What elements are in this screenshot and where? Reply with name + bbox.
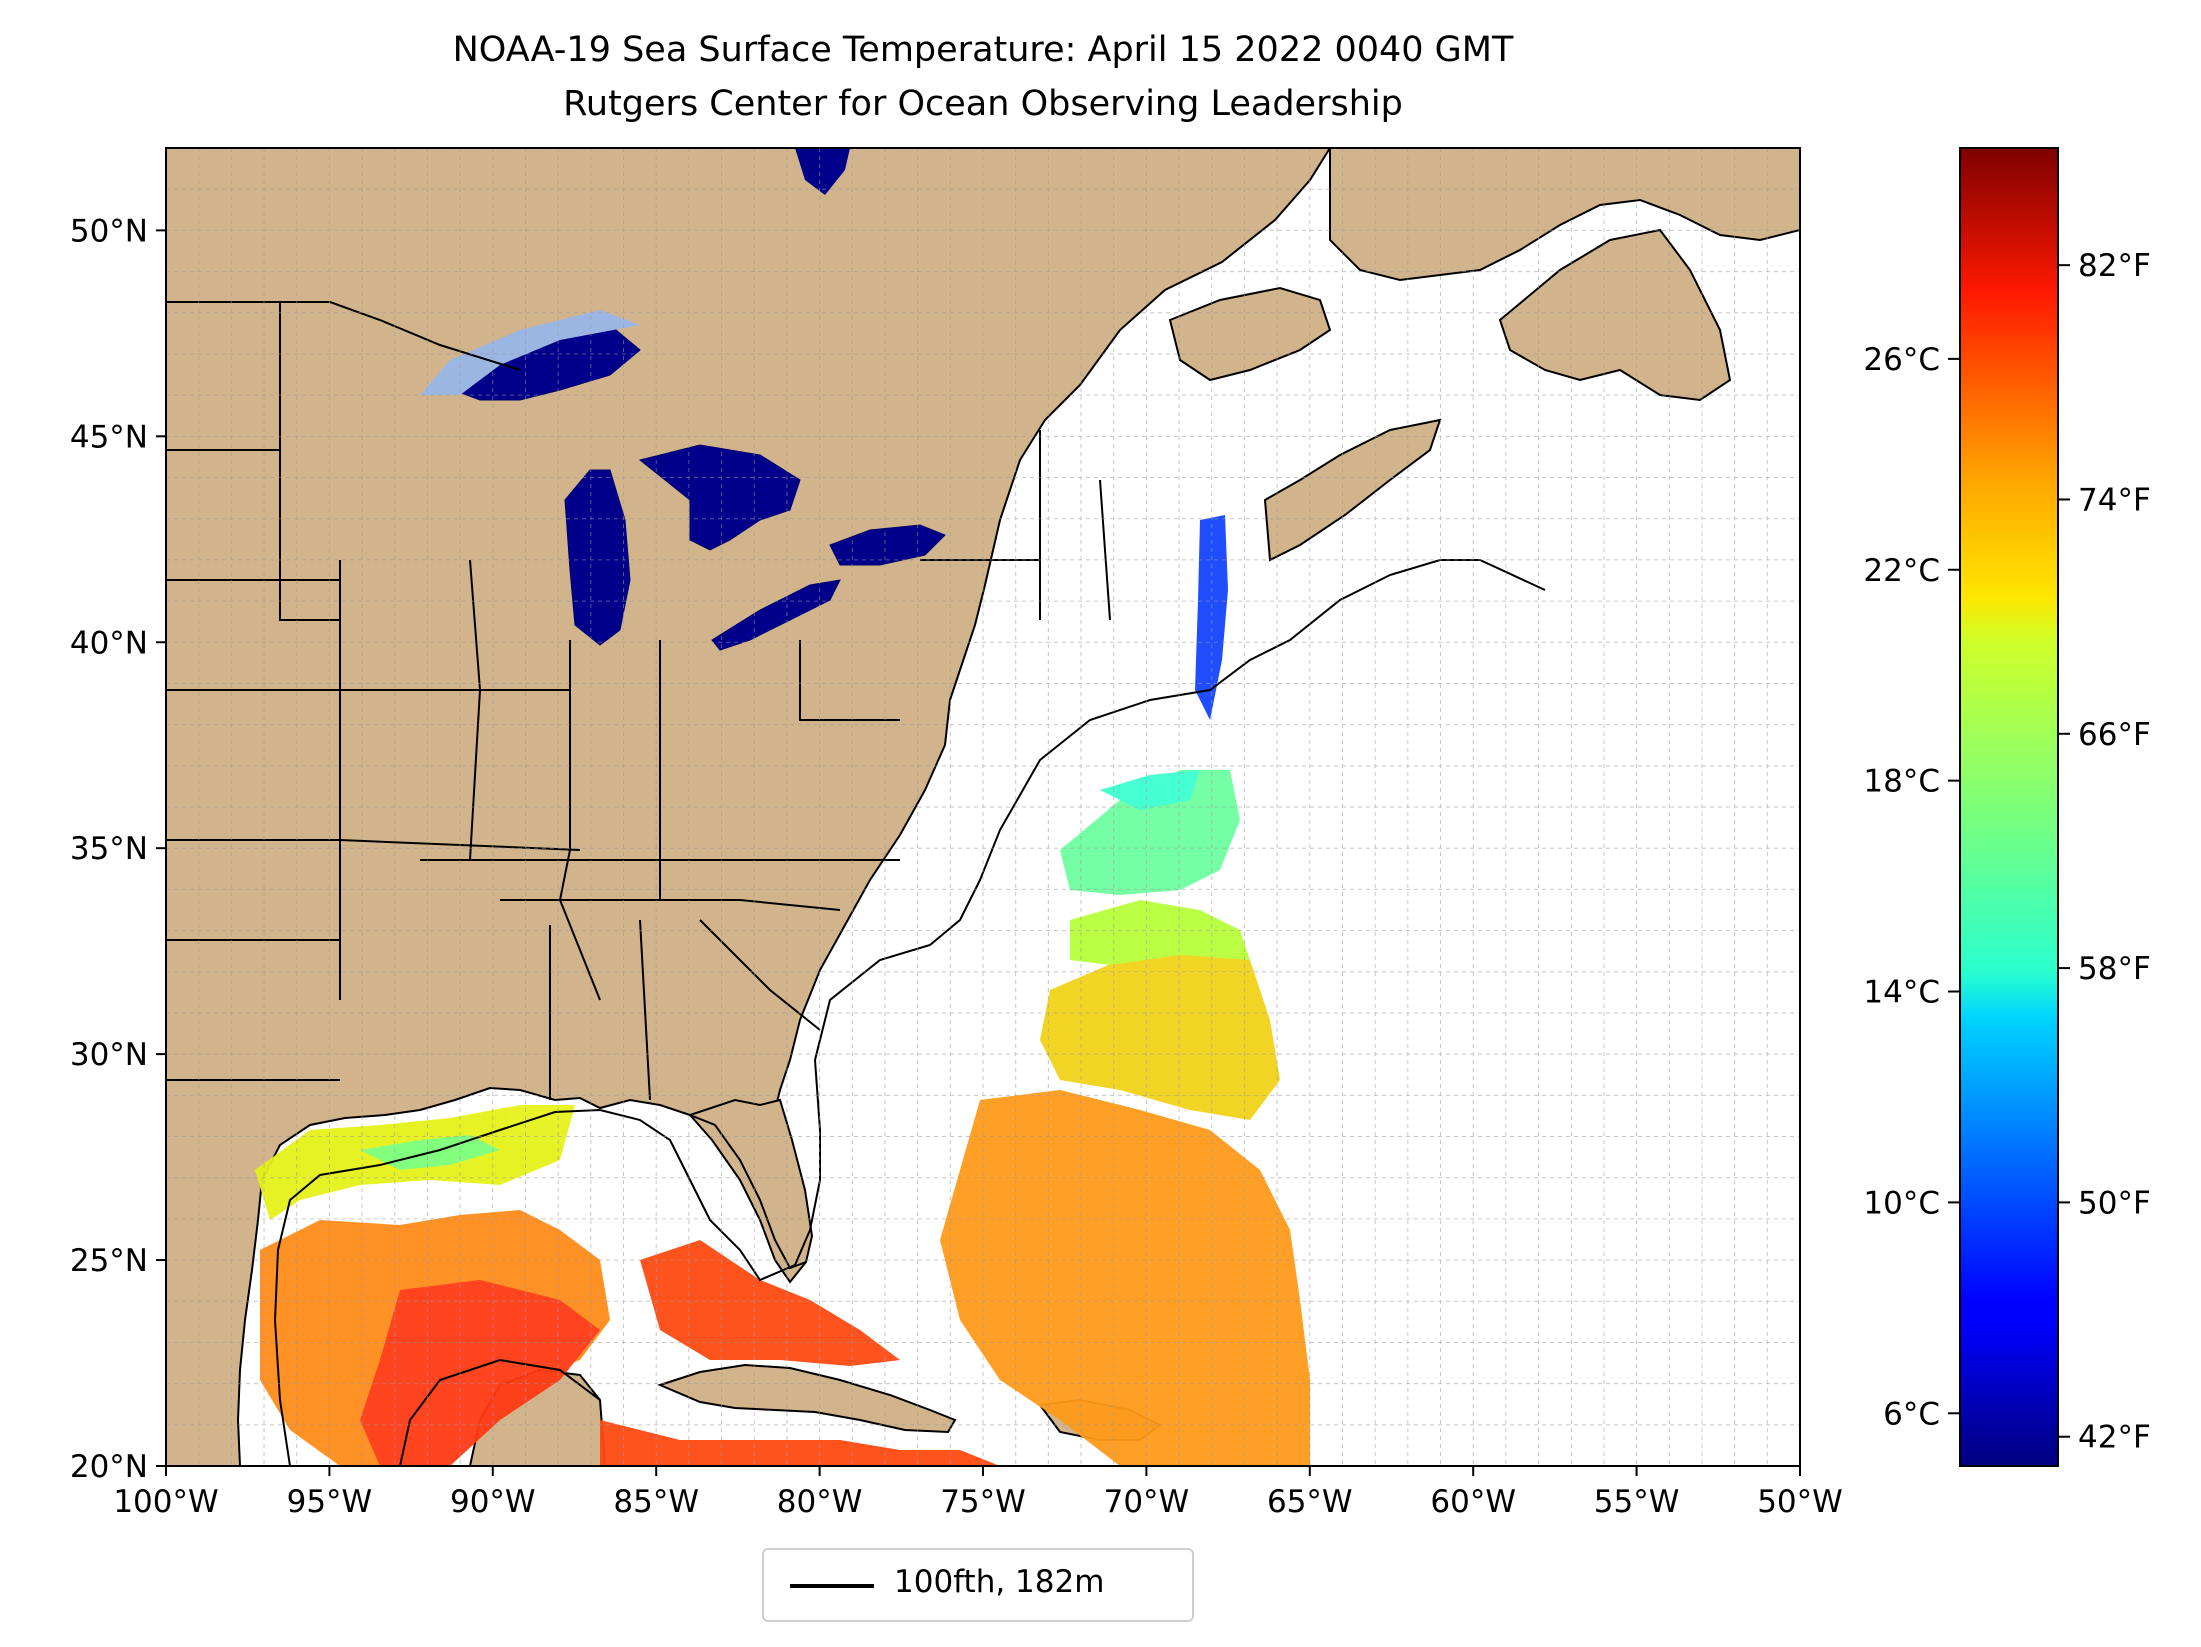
- lat-tick-label: 50°N: [70, 213, 148, 249]
- lake-huron: [638, 444, 801, 551]
- hudson-bay-inlet: [795, 148, 850, 195]
- lake-michigan: [564, 469, 631, 646]
- gridlines: [166, 148, 1800, 1466]
- fahrenheit-tick-label: 42°F: [2078, 1420, 2151, 1456]
- lon-tick-label: 80°W: [777, 1484, 863, 1520]
- lon-tick-label: 50°W: [1757, 1484, 1843, 1520]
- lat-tick-label: 30°N: [70, 1037, 148, 1073]
- newfoundland-land: [1498, 228, 1732, 402]
- fahrenheit-tick-label: 58°F: [2078, 951, 2151, 987]
- cuba-land: [657, 1363, 957, 1434]
- colorbar-celsius-axis: 6°C 10°C 14°C 18°C 22°C 26°C: [1863, 342, 1960, 1432]
- celsius-tick-label: 22°C: [1863, 553, 1940, 589]
- map-title: NOAA-19 Sea Surface Temperature: April 1…: [452, 30, 1514, 70]
- sst-atlantic-orange: [940, 1090, 1310, 1466]
- lon-tick-label: 85°W: [613, 1484, 699, 1520]
- fahrenheit-tick-label: 66°F: [2078, 717, 2151, 753]
- florida-land: [687, 1098, 814, 1270]
- lon-tick-label: 95°W: [287, 1484, 373, 1520]
- celsius-tick-label: 14°C: [1863, 975, 1940, 1011]
- lon-tick-label: 70°W: [1104, 1484, 1190, 1520]
- celsius-tick-label: 6°C: [1883, 1396, 1940, 1432]
- sst-atlantic-yellow: [1040, 950, 1280, 1120]
- sst-gulf-stream-blue: [1195, 515, 1228, 720]
- latitude-axis: 50°N 45°N 40°N 35°N 30°N 25°N 20°N: [70, 213, 166, 1485]
- lon-tick-label: 75°W: [940, 1484, 1026, 1520]
- bathymetry-contour-gulf-inner: [399, 1358, 601, 1466]
- lat-tick-label: 25°N: [70, 1243, 148, 1279]
- celsius-tick-label: 18°C: [1863, 764, 1940, 800]
- nova-scotia-land: [1263, 418, 1442, 562]
- sst-atlantic-green: [1070, 900, 1250, 965]
- sst-atlantic-cyan: [1060, 770, 1240, 895]
- colorbar-fahrenheit-axis: 42°F 50°F 58°F 66°F 74°F 82°F: [2058, 248, 2151, 1456]
- lon-tick-label: 100°W: [113, 1484, 218, 1520]
- sst-gulf-red: [360, 1280, 600, 1466]
- celsius-tick-label: 26°C: [1863, 342, 1940, 378]
- lon-tick-label: 60°W: [1430, 1484, 1516, 1520]
- lon-tick-label: 65°W: [1267, 1484, 1353, 1520]
- lat-tick-label: 40°N: [70, 625, 148, 661]
- map-legend: 100fth, 182m: [762, 1548, 1194, 1622]
- quebec-north-shore-land: [1329, 148, 1800, 282]
- lon-tick-label: 90°W: [450, 1484, 536, 1520]
- inland-lakes: [420, 310, 640, 395]
- lake-ontario: [829, 524, 946, 566]
- lat-tick-label: 45°N: [70, 419, 148, 455]
- fahrenheit-tick-label: 74°F: [2078, 482, 2151, 518]
- sst-atlantic-cyan2: [1100, 770, 1200, 810]
- lake-erie: [711, 579, 841, 651]
- sst-data: [255, 515, 1310, 1466]
- lat-tick-label: 20°N: [70, 1449, 148, 1485]
- fahrenheit-tick-label: 50°F: [2078, 1185, 2151, 1221]
- gaspe-land: [1168, 286, 1332, 382]
- longitude-axis: 100°W 95°W 90°W 85°W 80°W 75°W 70°W 65°W 60°W 55°…: [113, 1466, 1843, 1520]
- sst-florida-straits: [640, 1240, 900, 1366]
- lon-tick-label: 55°W: [1594, 1484, 1680, 1520]
- map-subtitle: Rutgers Center for Ocean Observing Leade…: [563, 84, 1403, 124]
- celsius-tick-label: 10°C: [1863, 1185, 1940, 1221]
- colorbar: [1959, 147, 2059, 1467]
- fahrenheit-tick-label: 82°F: [2078, 248, 2151, 284]
- political-borders: [166, 301, 1111, 1101]
- legend-label: 100fth, 182m: [894, 1564, 1105, 1600]
- legend-line-swatch: [790, 1584, 874, 1588]
- sst-caribbean: [600, 1420, 1000, 1466]
- lat-tick-label: 35°N: [70, 831, 148, 867]
